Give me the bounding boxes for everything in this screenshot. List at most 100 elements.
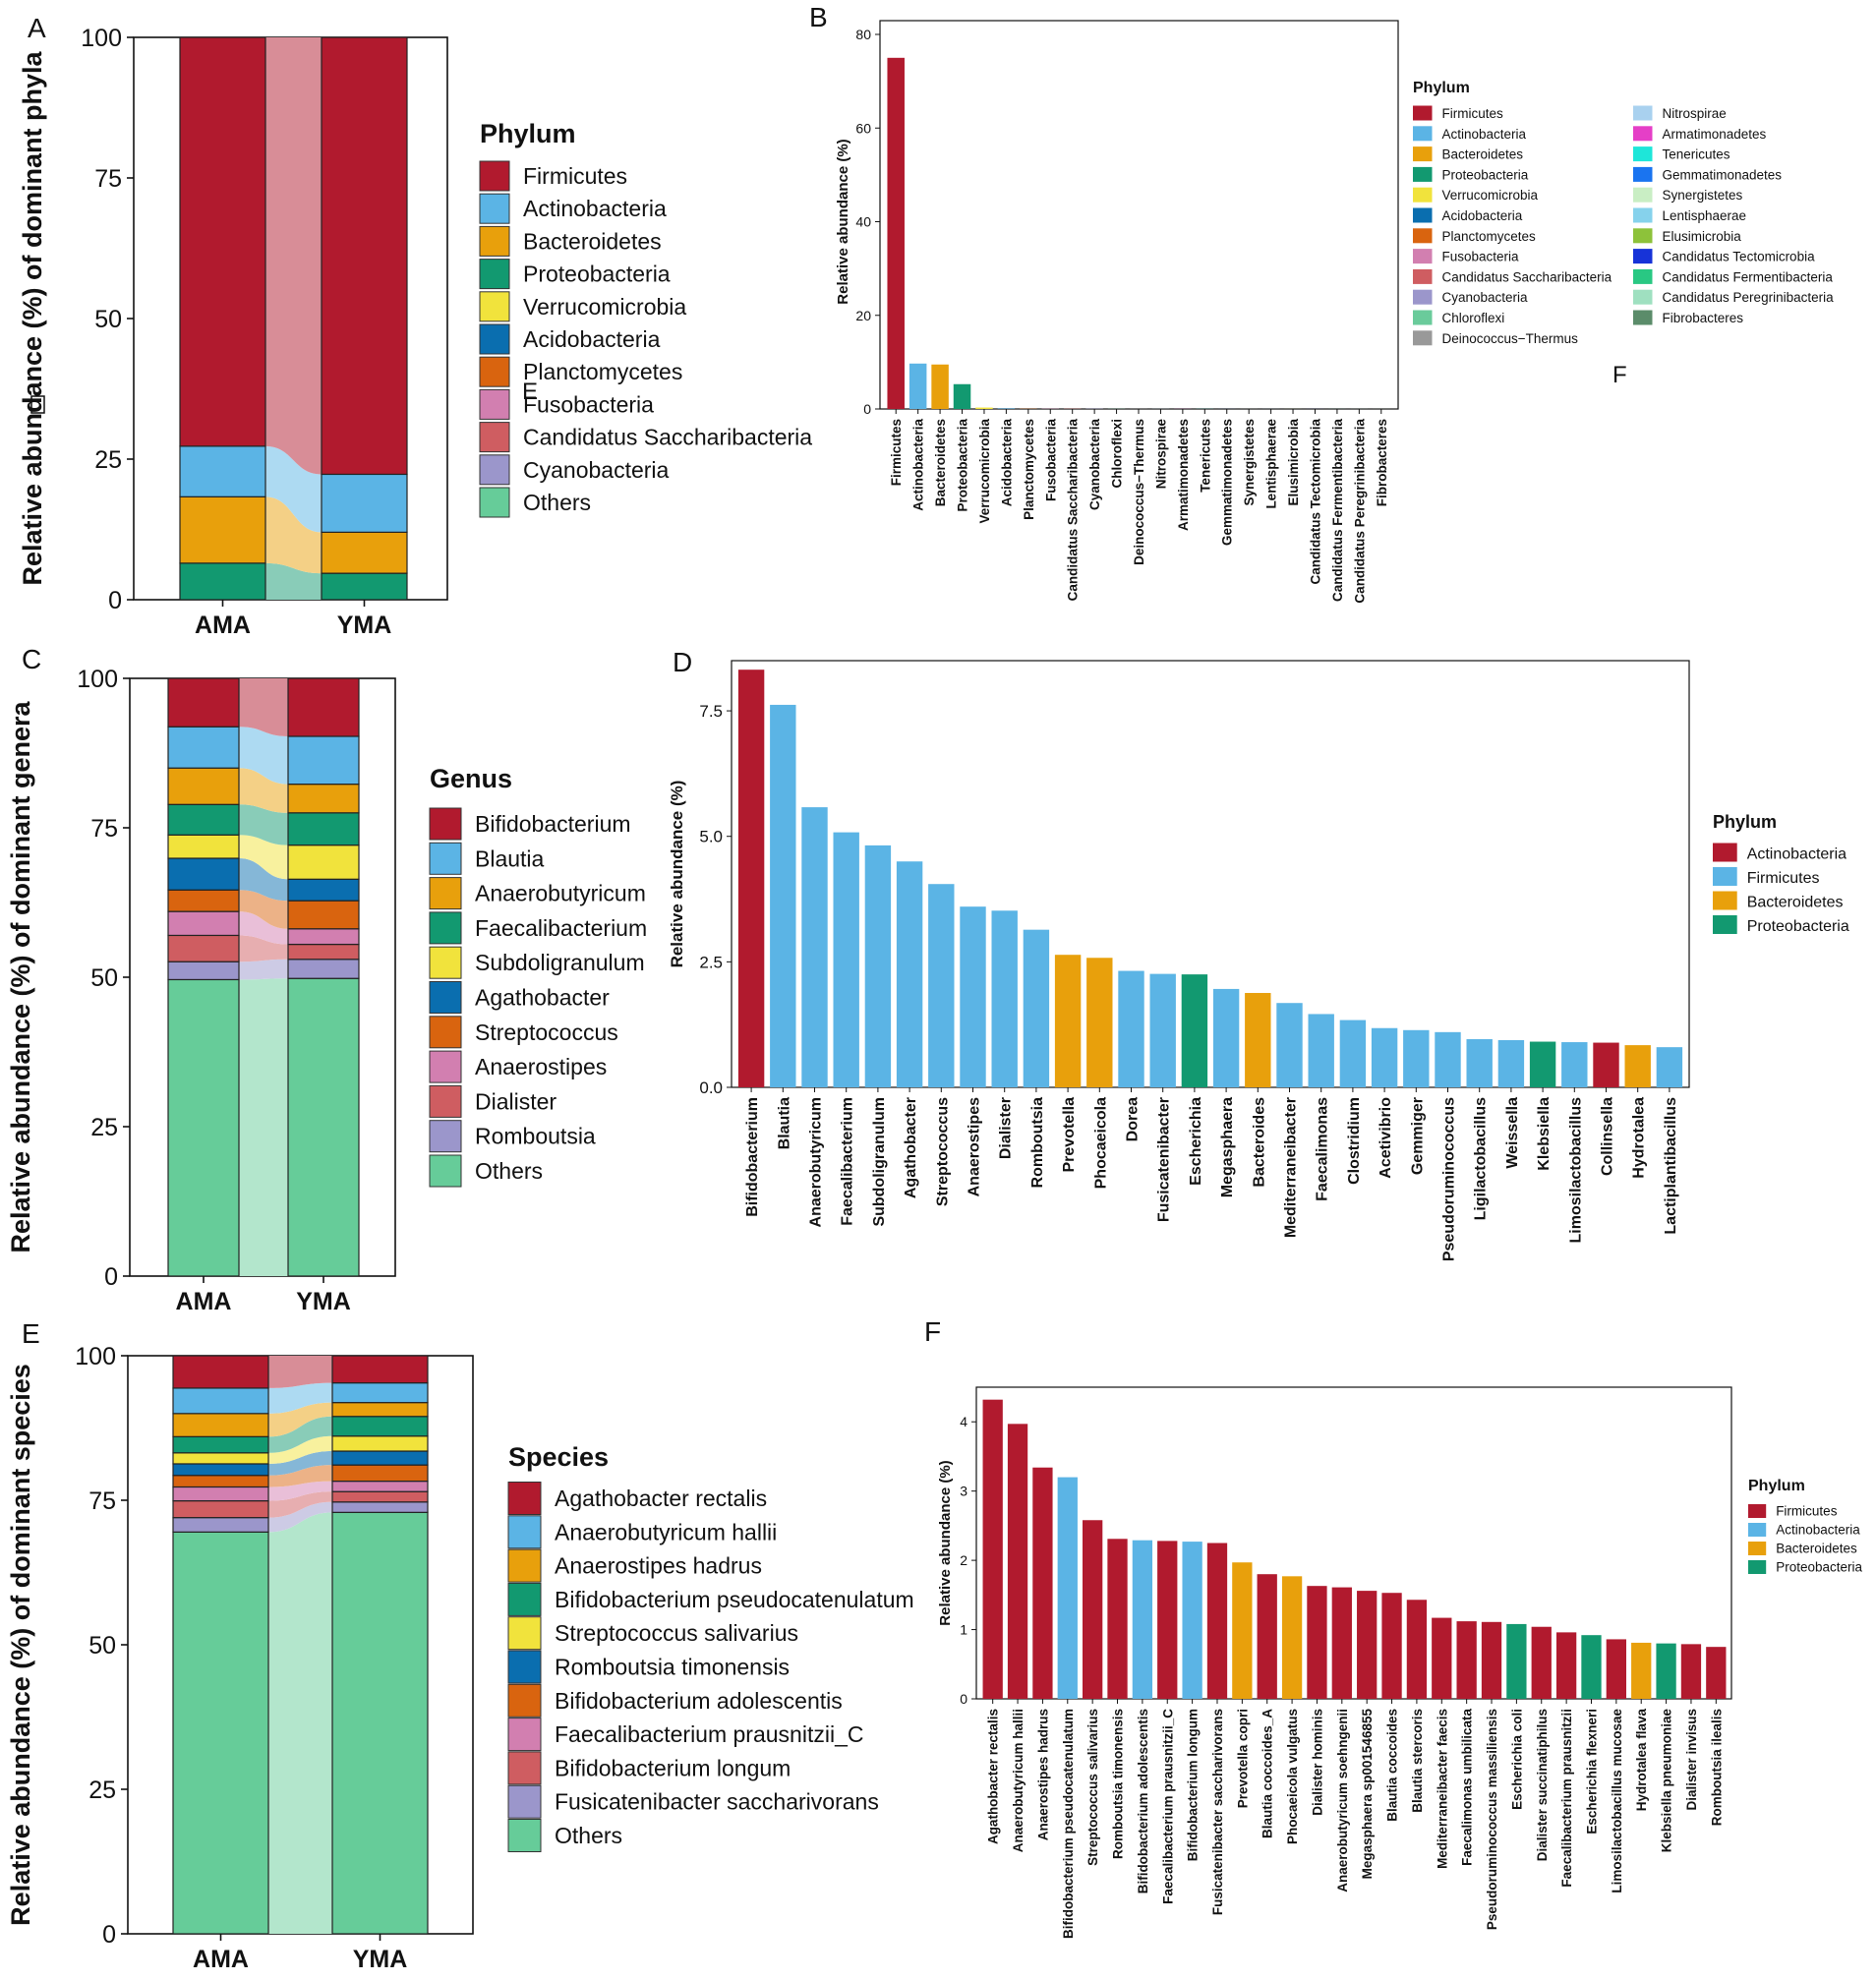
bar-segment-yma-anaerobutyricum [287,784,360,814]
bar-segment-ama-streptococcus-salivarius [172,1452,269,1465]
legend-label-bifidobacterium-longum: Bifidobacterium longum [555,1755,791,1780]
legend-swatch-actinobacteria [1413,126,1433,142]
bar-faecalimonas [1308,1014,1334,1087]
bar-segment-ama-romboutsia-timonensis [172,1463,269,1477]
bar-blautia-coccoides-a [1257,1574,1277,1699]
panel-c-genus-stacked: 0 25 50 75 100 AMA YMA Relative abundance (%) o… [6,644,647,1315]
bar-segment-yma-romboutsia-timonensis [331,1450,429,1466]
bar-hydrotalea [1624,1045,1651,1087]
legend-swatch-fusobacteria [479,388,510,420]
legend-label-deinococcus-thermus: Deinococcus−Thermus [1442,331,1579,346]
x-category-label: Bifidobacterium adolescentis [1136,1709,1150,1894]
bar-romboutsia-ilealis [1706,1647,1727,1699]
legend-swatch-lentisphaerae [1633,207,1653,223]
x-category-label: Proteobacteria [956,419,970,512]
legend-swatch-bifidobacterium [429,807,462,841]
legend-label-faecalibacterium-prausnitzii-c: Faecalibacterium prausnitzii_C [555,1721,863,1747]
legend-swatch-armatimonadetes [1633,126,1653,142]
flow-bifidobacterium-adolescentis [268,1465,332,1487]
bar-bifidobacterium [737,670,765,1087]
x-category-label: Limosilactobacillus mucosae [1610,1709,1624,1894]
legend-swatch-streptococcus-salivarius [507,1616,542,1651]
x-category-label: Hydrotalea [1631,1097,1648,1179]
legend-label-planctomycetes: Planctomycetes [523,359,682,384]
x-category-label: Planctomycetes [1022,419,1036,520]
bar-phocaeicola-vulgatus [1281,1576,1303,1699]
bar-dialister-hominis [1307,1586,1327,1699]
x-category-label: Agathobacter rectalis [986,1709,1001,1844]
x-category-label: Prevotella [1061,1097,1078,1173]
bar-blautia [770,704,796,1087]
bar-segment-ama-proteobacteria [179,562,266,601]
y-tick-label: 60 [855,120,871,136]
bar-segment-ama-faecalibacterium [167,803,240,836]
legend-swatch-agathobacter-rectalis [507,1482,542,1515]
x-category-label: Blautia [776,1097,792,1149]
y-tick-label: 20 [855,308,871,323]
y-tick-label: 0 [960,1691,967,1707]
bar-segment-ama-firmicutes [179,36,266,447]
flow-anaerostipes-hadrus [268,1402,332,1437]
y-tick-label: 5.0 [699,828,723,846]
legend-swatch-anaerobutyricum [429,877,462,910]
flow-bifidobacterium-longum [268,1491,332,1518]
legend-label-candidatus-tectomicrobia: Candidatus Tectomicrobia [1663,250,1816,264]
bar-segment-yma-bifidobacterium [287,677,360,737]
legend-swatch-acidobacteria [1413,207,1433,223]
plot-frame [879,20,1399,410]
x-category-label: Klebsiella [1536,1097,1553,1171]
legend-swatch-streptococcus [429,1016,462,1049]
legend-swatch-chloroflexi [1413,310,1433,325]
flow-others [239,978,288,1276]
bar-segment-yma-actinobacteria [321,473,408,533]
legend-swatch-romboutsia [429,1120,462,1153]
bar-limosilactobacillus [1561,1042,1588,1087]
x-category-label: AMA [195,612,251,639]
flow-bifidobacterium-pseudocatenulatum [268,1416,332,1453]
x-category-label: Pseudoruminococcus [1441,1097,1458,1261]
panel-b-phylum-bars: Firmicutes Actinobacteria Bacteroidetes Pro… [809,2,1834,604]
legend-swatch-anaerobutyricum-hallii [507,1515,542,1549]
bar-klebsiella-pneumoniae [1656,1643,1676,1699]
x-category-label: Fibrobacteres [1375,419,1389,506]
legend-title: Species [508,1442,609,1472]
bar-streptococcus [928,884,955,1087]
y-tick-label: 100 [81,25,122,52]
x-category-label: Deinococcus−Thermus [1132,419,1146,565]
legend-title: Phylum [1748,1478,1805,1494]
legend-swatch-faecalibacterium-prausnitzii-c [507,1718,542,1752]
legend-swatch-agathobacter [429,981,462,1014]
flow-fusicatenibacter-saccharivorans [268,1501,332,1533]
flow-bacteroidetes [265,496,322,574]
bar-bifidobacterium-longum [1182,1542,1202,1699]
bar-segment-ama-faecalibacterium-prausnitzii-c [172,1486,269,1502]
legend-title: Phylum [1713,812,1777,832]
legend-label-dialister: Dialister [475,1088,557,1114]
legend-swatch-fibrobacteres [1633,310,1653,325]
legend-label-verrucomicrobia: Verrucomicrobia [1442,188,1539,203]
legend-label-chloroflexi: Chloroflexi [1442,311,1505,325]
legend-swatch-deinococcus-thermus [1413,330,1433,346]
bar-prevotella-copri [1232,1562,1253,1699]
y-tick-label: 25 [94,446,122,474]
x-category-label: Mediterraneibacter faecis [1435,1709,1449,1869]
y-axis-title: Relative abundance (%) [668,781,686,968]
panel-a-phylum-stacked: 0 25 50 75 100 AMA YMA Relative abundance (%) o… [18,13,812,639]
x-category-label: Candidatus Fermentibacteria [1330,419,1345,603]
bar-clostridium [1339,1020,1367,1087]
x-category-label: Bifidobacterium [744,1097,761,1217]
legend-label-fusicatenibacter-saccharivorans: Fusicatenibacter saccharivorans [555,1789,879,1815]
bar-gemmiger [1403,1029,1430,1087]
x-category-label: Pseudoruminococcus massiliensis [1485,1709,1499,1930]
y-tick-label: 40 [855,214,871,230]
legend-swatch-proteobacteria [1713,915,1737,934]
bar-anaerobutyricum [801,807,828,1087]
bar-segment-yma-proteobacteria [321,572,408,601]
legend-label-proteobacteria: Proteobacteria [523,262,671,287]
plot-frame [731,660,1690,1088]
y-tick-label: 3 [960,1484,967,1499]
panel-letter: B [809,2,828,32]
x-category-label: Dialister succinatiphilus [1535,1709,1550,1861]
x-category-label: Bacteroides [1251,1097,1267,1188]
x-category-label: Candidatus Saccharibacteria [1066,419,1081,602]
